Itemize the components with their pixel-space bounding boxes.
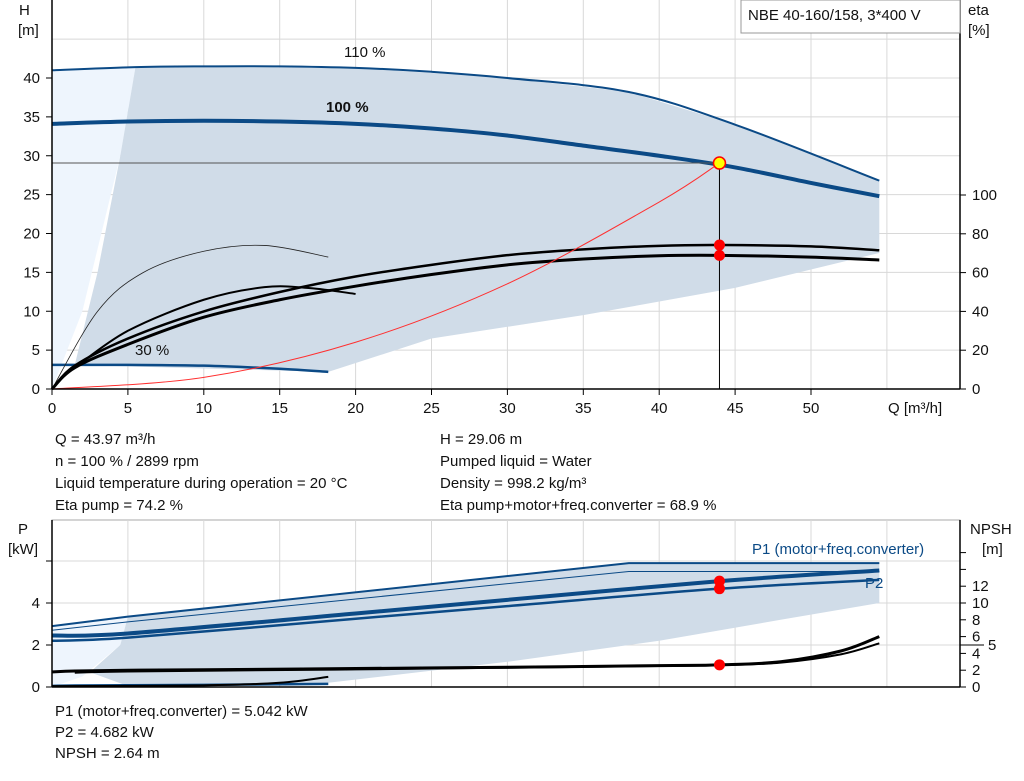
eta-tick-label: 60 — [972, 265, 989, 282]
npsh-tick-label: 6 — [972, 629, 980, 646]
x-tick-label: 0 — [48, 400, 56, 417]
eta-tick-label: 80 — [972, 226, 989, 243]
npsh-point — [713, 659, 725, 671]
npsh-tick-label: 2 — [972, 662, 980, 679]
eta-tick-label: 100 — [972, 187, 997, 204]
info-liquid: Pumped liquid = Water — [440, 453, 592, 470]
x-tick-label: 30 — [499, 400, 516, 417]
p-axis-unit: [kW] — [8, 541, 38, 558]
p2-point — [713, 583, 725, 595]
info-h: H = 29.06 m — [440, 431, 523, 448]
label-100: 100 % — [326, 99, 369, 116]
label-110: 110 % — [344, 44, 385, 61]
info-eta-pump: Eta pump = 74.2 % — [55, 497, 183, 514]
p1-point — [713, 575, 725, 587]
label-p2: P2 — [865, 575, 883, 592]
eta-curve-low-a — [51, 244, 329, 390]
info-npsh: NPSH = 2.64 m — [55, 745, 160, 762]
npsh-tick-label: 12 — [972, 578, 989, 595]
npsh-axis-unit: [m] — [982, 541, 1003, 558]
x-tick-label: 50 — [803, 400, 820, 417]
h-tick-label: 35 — [23, 109, 40, 126]
eta-axis-unit: [%] — [968, 22, 990, 39]
label-30: 30 % — [135, 342, 169, 359]
p2-110-curve — [51, 571, 880, 631]
p-axis-label: P — [18, 521, 28, 538]
eta-tick-label: 40 — [972, 303, 989, 320]
npsh-tick-label: 4 — [972, 645, 980, 662]
p2-curve — [51, 578, 880, 643]
h-tick-label: 5 — [32, 342, 40, 359]
npsh-tick-label: 8 — [972, 612, 980, 629]
x-tick-label: 25 — [423, 400, 440, 417]
eta-total-point — [713, 249, 725, 261]
p1-curve — [51, 568, 880, 638]
h-tick-label: 25 — [23, 187, 40, 204]
info-temperature: Liquid temperature during operation = 20… — [55, 475, 348, 492]
label-p1: P1 (motor+freq.converter) — [752, 541, 924, 558]
h-tick-label: 20 — [23, 226, 40, 243]
h-tick-label: 0 — [32, 381, 40, 398]
info-density: Density = 998.2 kg/m³ — [440, 475, 587, 492]
p1-110-curve — [51, 562, 880, 628]
info-q: Q = 43.97 m³/h — [55, 431, 156, 448]
x-tick-label: 35 — [575, 400, 592, 417]
h-axis-label: H — [19, 2, 30, 19]
h-tick-label: 30 — [23, 148, 40, 165]
envelope — [74, 67, 880, 372]
envelope — [89, 563, 880, 686]
npsh-tick-label: 10 — [972, 595, 989, 612]
axes: 0 5 10 15 20 25 30 35 40 45 5005101520253035400204… — [23, 0, 997, 696]
npsh-30-curve — [51, 675, 329, 688]
x-tick-label: 10 — [195, 400, 212, 417]
h-tick-label: 15 — [23, 264, 40, 281]
x-tick-label: 15 — [271, 400, 288, 417]
info-speed: n = 100 % / 2899 rpm — [55, 453, 199, 470]
npsh-tick-label: 0 — [972, 679, 980, 696]
info-eta-total: Eta pump+motor+freq.converter = 68.9 % — [440, 497, 717, 514]
eta-tick-label: 20 — [972, 342, 989, 359]
top-curves — [50, 65, 880, 391]
eta-curve-low-b — [74, 285, 356, 369]
duty-point — [712, 156, 727, 170]
x-tick-label: 40 — [651, 400, 668, 417]
npsh-axis-label: NPSH — [970, 521, 1012, 538]
h-tick-label: 10 — [23, 303, 40, 320]
x-tick-label: 5 — [124, 400, 132, 417]
title-text: NBE 40-160/158, 3*400 V — [748, 7, 921, 24]
curve-110 — [51, 65, 880, 182]
eta-pump-point — [713, 239, 725, 251]
system-curve — [51, 162, 720, 390]
curve-100 — [51, 118, 880, 199]
h-axis-unit: [m] — [18, 22, 39, 39]
p-tick-label: 4 — [32, 595, 40, 612]
envelope-light — [52, 67, 136, 390]
bottom-curves — [51, 562, 880, 688]
h-tick-label: 40 — [23, 70, 40, 87]
curve-30 — [51, 363, 329, 374]
info-p1: P1 (motor+freq.converter) = 5.042 kW — [55, 703, 308, 720]
x-tick-label: 20 — [347, 400, 364, 417]
info-p2: P2 = 4.682 kW — [55, 724, 154, 741]
title-box — [740, 0, 961, 34]
x-tick-label: 45 — [727, 400, 744, 417]
q-axis-label: Q [m³/h] — [888, 400, 942, 417]
eta-tick-label: 0 — [972, 381, 980, 398]
eta-axis-label: eta — [968, 2, 990, 19]
p-tick-label: 2 — [32, 637, 40, 654]
p-tick-label: 0 — [32, 679, 40, 696]
npsh-curve-b — [74, 642, 880, 674]
npsh-tick-label: 5 — [988, 637, 996, 654]
